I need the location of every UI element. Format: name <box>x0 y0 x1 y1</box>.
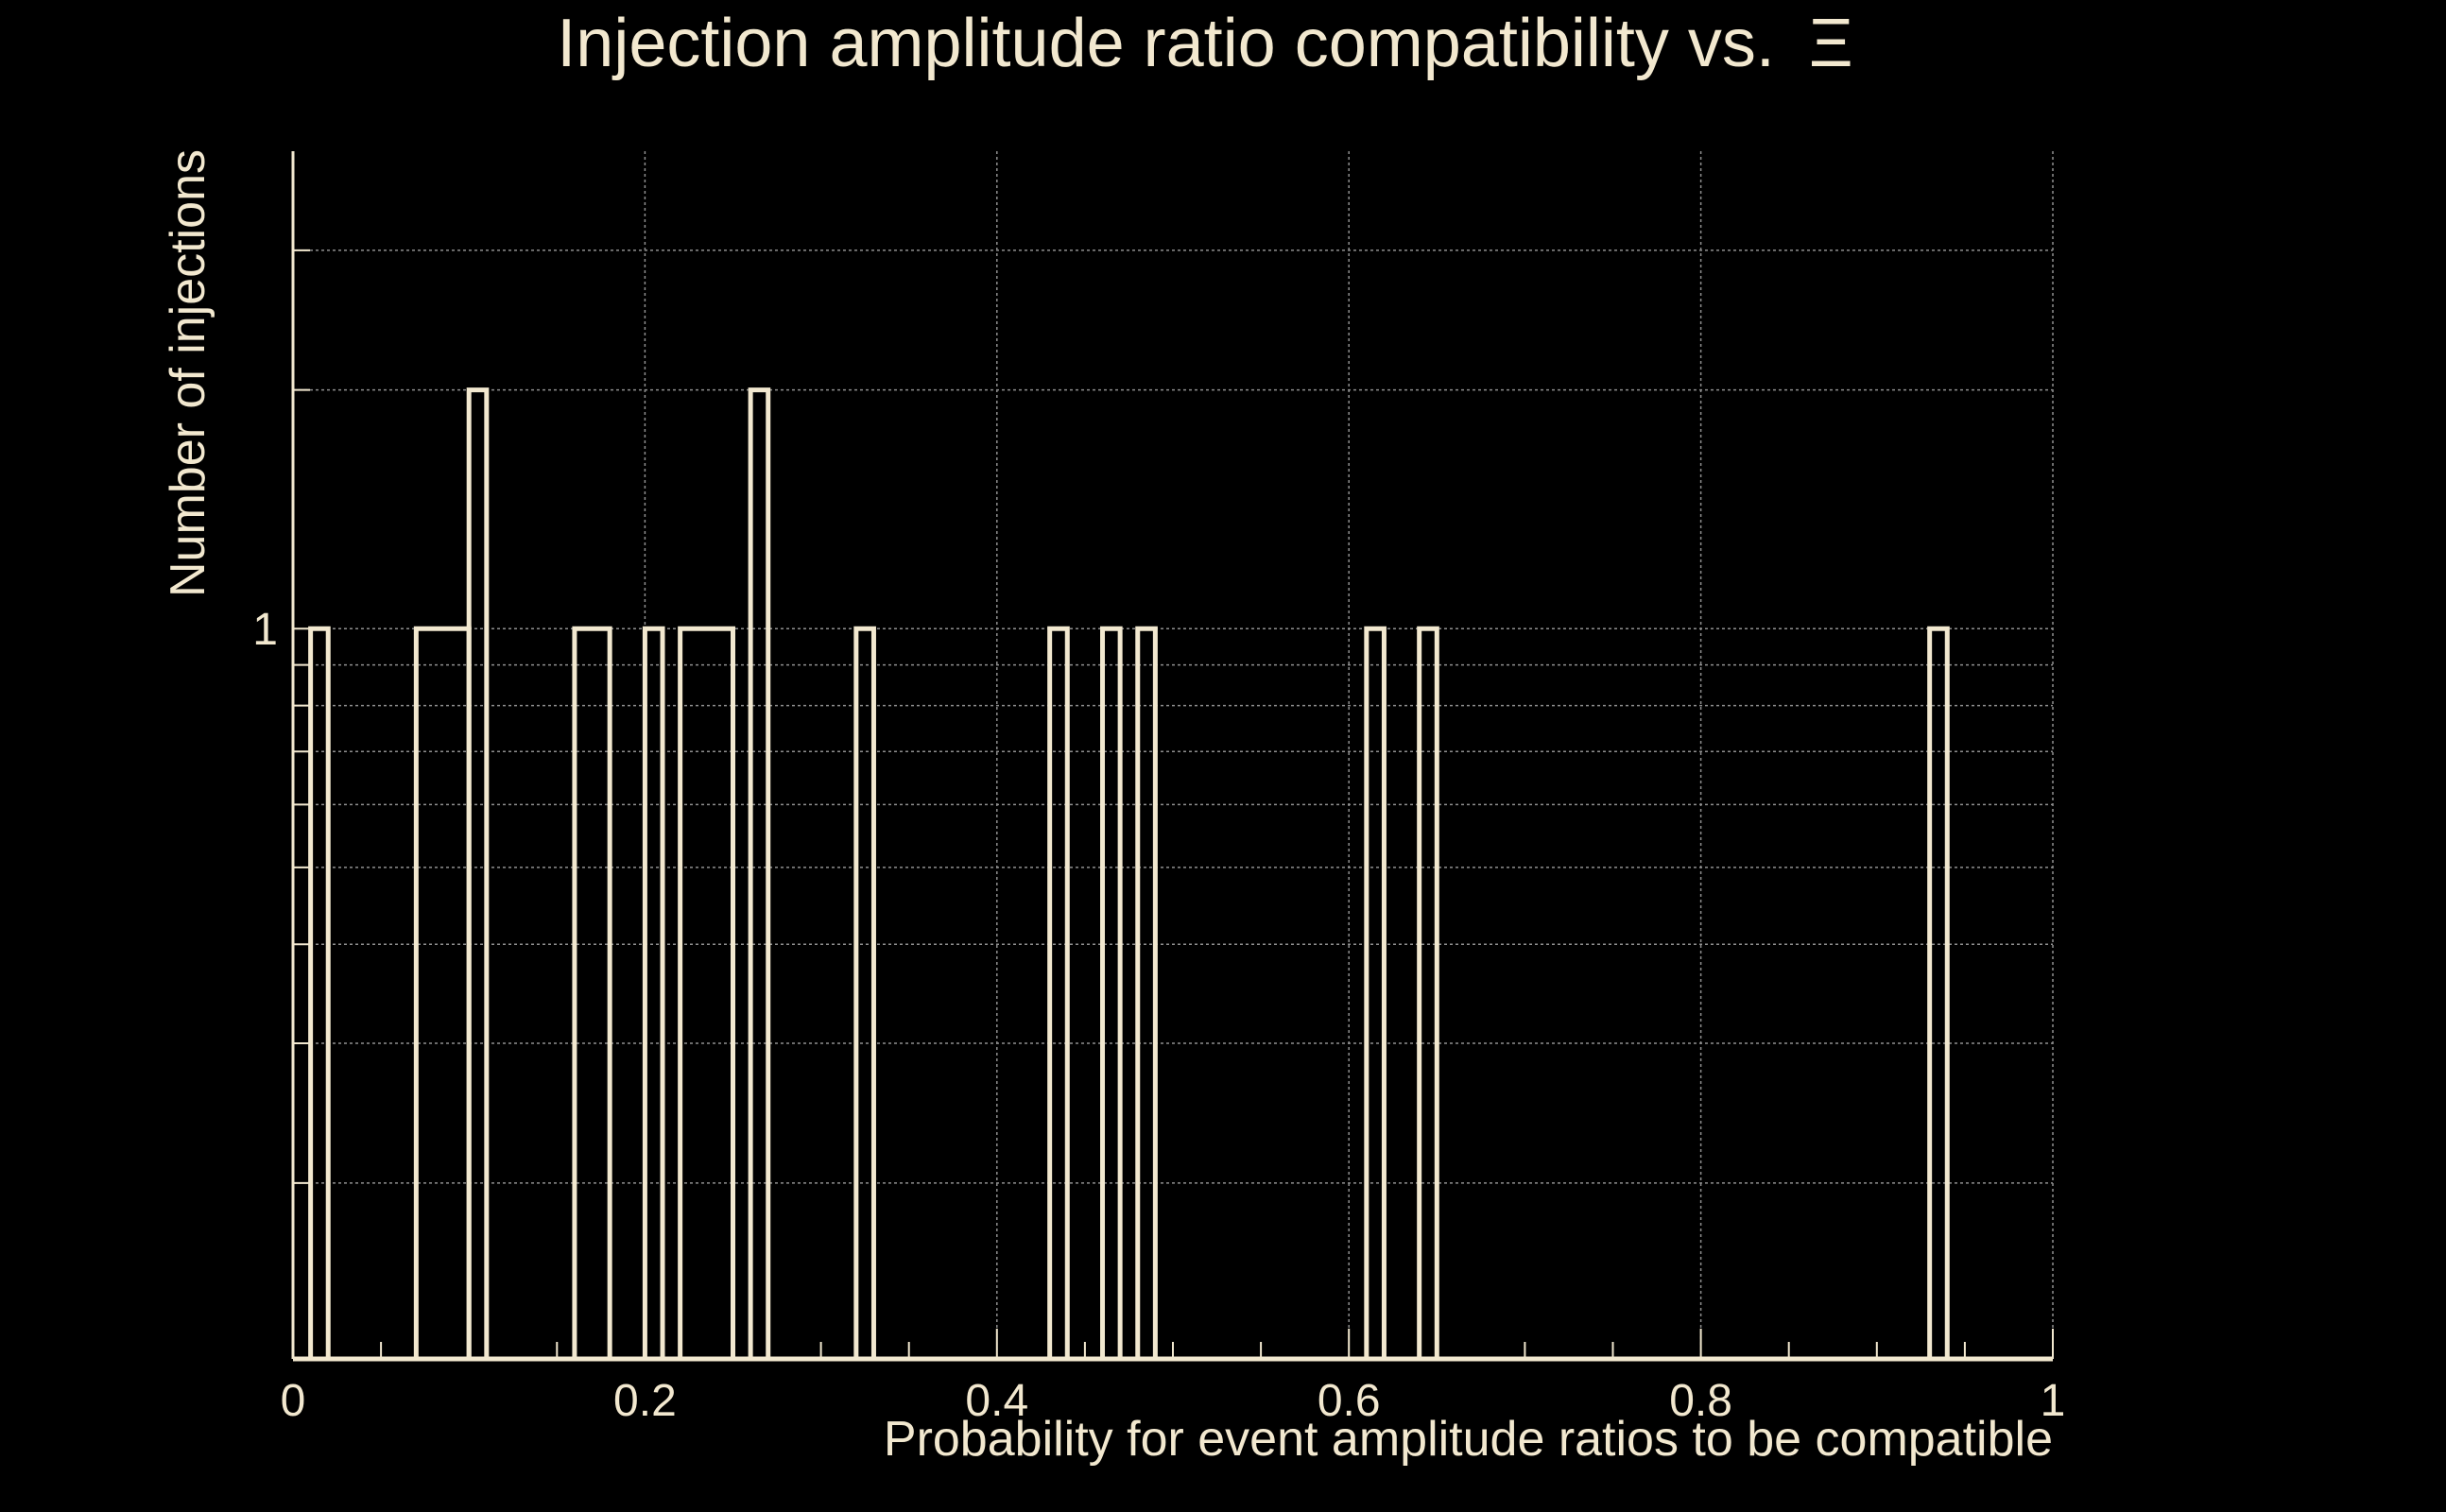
histogram-bin <box>853 626 876 1359</box>
chart-title-symbol: Ξ <box>1809 6 1853 81</box>
chart-title-text: Injection amplitude ratio compatibility … <box>557 6 1775 81</box>
y-axis-label: Number of injections <box>161 149 215 597</box>
histogram-bin <box>642 626 665 1359</box>
x-tick-label: 0.2 <box>613 1376 677 1426</box>
histogram-bars <box>293 387 2053 1362</box>
y-tick-label: 1 <box>252 605 278 655</box>
histogram-bin <box>1417 626 1439 1359</box>
histogram-bin <box>1927 626 1950 1359</box>
histogram-bin <box>572 626 612 1359</box>
histogram-bin <box>308 626 331 1359</box>
grid-lines <box>292 151 2054 1359</box>
histogram-bin <box>1135 626 1158 1359</box>
x-tick-label: 0.8 <box>1669 1376 1732 1426</box>
chart-title: Injection amplitude ratio compatibility … <box>557 6 1852 81</box>
axes <box>291 151 2053 1361</box>
histogram-bin <box>413 626 472 1359</box>
histogram-bin <box>678 626 735 1359</box>
x-axis-label: Probability for event amplitude ratios t… <box>884 1412 2053 1467</box>
histogram-bin <box>1364 626 1387 1359</box>
x-tick-label: 0 <box>281 1376 306 1426</box>
tick-labels: 0 0.2 0.4 0.6 0.8 1 1 <box>252 605 2065 1426</box>
x-tick-label: 0.6 <box>1318 1376 1381 1426</box>
histogram-bin <box>1047 626 1070 1359</box>
histogram-bin <box>1100 626 1123 1359</box>
histogram-bin <box>466 387 490 1359</box>
x-tick-label: 1 <box>2041 1376 2066 1426</box>
x-tick-label: 0.4 <box>965 1376 1028 1426</box>
histogram-bin <box>748 387 771 1359</box>
